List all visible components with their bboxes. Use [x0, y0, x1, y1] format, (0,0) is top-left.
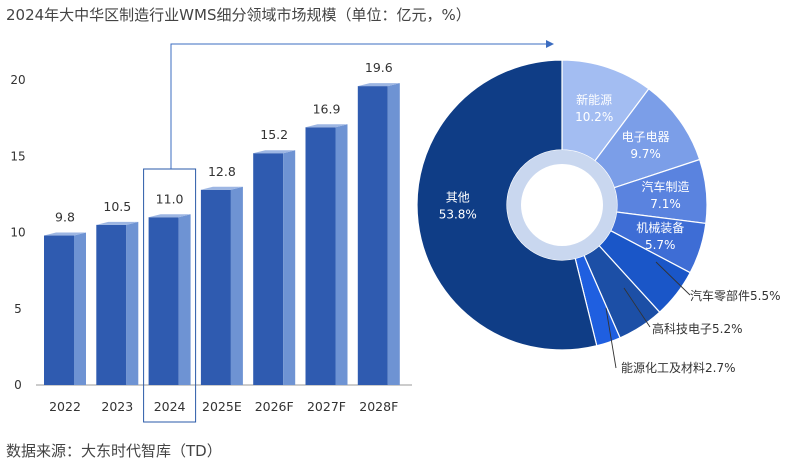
x-tick-label: 2023: [101, 399, 133, 414]
bar-2025E: [200, 189, 231, 385]
bar-side-2023: [126, 221, 139, 385]
bar-value-label: 12.8: [208, 164, 236, 179]
pie-value-label: 5.7%: [645, 238, 676, 252]
bar-value-label: 10.5: [103, 199, 131, 214]
bar-2026F: [253, 153, 284, 385]
pie-category-label: 新能源: [576, 92, 612, 107]
pie-category-label: 能源化工及材料2.7%: [621, 361, 736, 375]
chart-title: 2024年大中华区制造行业WMS细分领域市场规模（单位：亿元，%）: [6, 6, 471, 24]
pie-category-label: 汽车制造: [642, 179, 690, 194]
bar-value-label: 16.9: [313, 101, 341, 116]
y-tick-label: 10: [10, 226, 25, 240]
pie-value-label: 9.7%: [630, 147, 661, 161]
pie-slice-name: 汽车零部件: [690, 288, 750, 303]
bar-2024: [148, 217, 179, 385]
bar-2028F: [357, 86, 388, 385]
bar-top-2023: [96, 221, 139, 225]
pie-category-label: 机械装备: [636, 220, 684, 235]
bar-value-label: 15.2: [260, 127, 288, 142]
x-tick-label: 2024: [154, 399, 186, 414]
highlight-frame: [143, 168, 197, 423]
pie-category-label: 高科技电子5.2%: [652, 321, 743, 336]
y-tick-label: 15: [10, 149, 25, 163]
connector-arrowhead: [546, 40, 554, 48]
highlight-connector: [170, 40, 554, 169]
pie-category-label: 汽车零部件5.5%: [690, 288, 781, 303]
y-tick-label: 0: [14, 378, 22, 392]
pie-value-label: 10.2%: [575, 110, 613, 124]
bar-value-label: 9.8: [55, 210, 75, 225]
bar-2022: [44, 235, 74, 385]
pie-value-label: 2.7%: [705, 361, 736, 375]
pie-value-label: 7.1%: [650, 197, 681, 211]
leader-line: [623, 287, 651, 328]
x-tick-label: 2027F: [307, 399, 346, 414]
donut-chart: 新能源 10.2% 电子电器 9.7% 汽车制造 7.1% 机械装备 5.7% 其他 53.8% 汽…: [416, 59, 781, 375]
bar-side-2024: [178, 214, 191, 385]
data-source-note: 数据来源：大东时代智库（TD）: [6, 442, 222, 460]
x-tick-label: 2028F: [359, 399, 398, 414]
bar-chart: 0 5 10 15 20 9.8 2022 10.5 2023 11.0 2024 12.8 2025E…: [10, 60, 412, 423]
bar-side-2022: [74, 232, 86, 385]
bar-top-2027F: [305, 124, 348, 128]
x-tick-label: 2022: [49, 399, 81, 414]
pie-value-label: 5.5%: [750, 289, 781, 303]
bar-2023: [96, 224, 127, 385]
bar-side-2026F: [283, 150, 296, 385]
pie-slice-name: 高科技电子: [652, 321, 712, 336]
bar-top-2028F: [357, 83, 400, 87]
bar-2027F: [305, 127, 336, 386]
pie-category-label: 其他: [446, 191, 470, 205]
y-tick-label: 5: [14, 302, 22, 316]
y-tick-label: 20: [10, 73, 25, 87]
bar-side-2025E: [230, 186, 243, 385]
bar-side-2027F: [335, 124, 348, 386]
pie-slice-name: 能源化工及材料: [621, 361, 705, 375]
connector-line: [170, 43, 546, 169]
pie-value-label: 5.2%: [712, 322, 743, 336]
bar-top-2025E: [200, 186, 243, 190]
bar-top-2024: [148, 214, 191, 218]
x-tick-label: 2025E: [202, 399, 242, 414]
donut-hole: [521, 164, 603, 246]
bar-side-2028F: [387, 83, 400, 385]
bar-top-2022: [44, 232, 86, 236]
pie-category-label: 电子电器: [622, 130, 670, 144]
bar-value-label: 19.6: [365, 60, 393, 75]
bar-top-2026F: [253, 150, 296, 154]
leader-line: [605, 307, 617, 369]
x-tick-label: 2026F: [255, 399, 294, 414]
leader-line: [655, 261, 691, 296]
pie-value-label: 53.8%: [439, 208, 477, 222]
bar-value-label: 11.0: [156, 191, 184, 206]
